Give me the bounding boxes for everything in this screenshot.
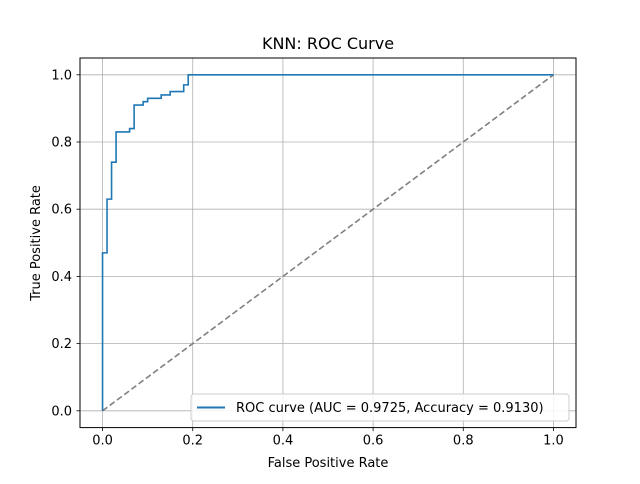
axis-ticks: 0.0 0.2 0.4 0.6 0.8 1.0 0.0 0.2 0.4 0.6 0.8 1.0 (51, 68, 563, 448)
y-axis-label: True Positive Rate (29, 185, 44, 302)
y-tick-label: 0.8 (51, 136, 72, 151)
legend-label: ROC curve (AUC = 0.9725, Accuracy = 0.91… (236, 401, 544, 416)
x-tick-label: 0.0 (92, 434, 113, 449)
series-layer (101, 74, 554, 412)
roc-curve-line (101, 74, 554, 411)
x-axis-label: False Positive Rate (268, 456, 389, 471)
y-tick-label: 0.0 (51, 404, 72, 419)
y-tick-label: 0.4 (51, 270, 72, 285)
x-tick-label: 0.6 (363, 434, 384, 449)
x-tick-label: 0.4 (273, 434, 294, 449)
x-tick-label: 1.0 (543, 434, 564, 449)
x-tick-label: 0.2 (182, 434, 203, 449)
x-tick-label: 0.8 (453, 434, 474, 449)
plot-frame (79, 57, 577, 429)
y-tick-label: 0.6 (51, 203, 72, 218)
chart-title: KNN: ROC Curve (262, 34, 394, 53)
chance-diagonal-line (102, 74, 554, 412)
y-tick-label: 1.0 (51, 68, 72, 83)
grid (80, 58, 576, 428)
y-tick-label: 0.2 (51, 337, 72, 352)
legend: ROC curve (AUC = 0.9725, Accuracy = 0.91… (190, 393, 570, 422)
legend-box (190, 393, 570, 422)
